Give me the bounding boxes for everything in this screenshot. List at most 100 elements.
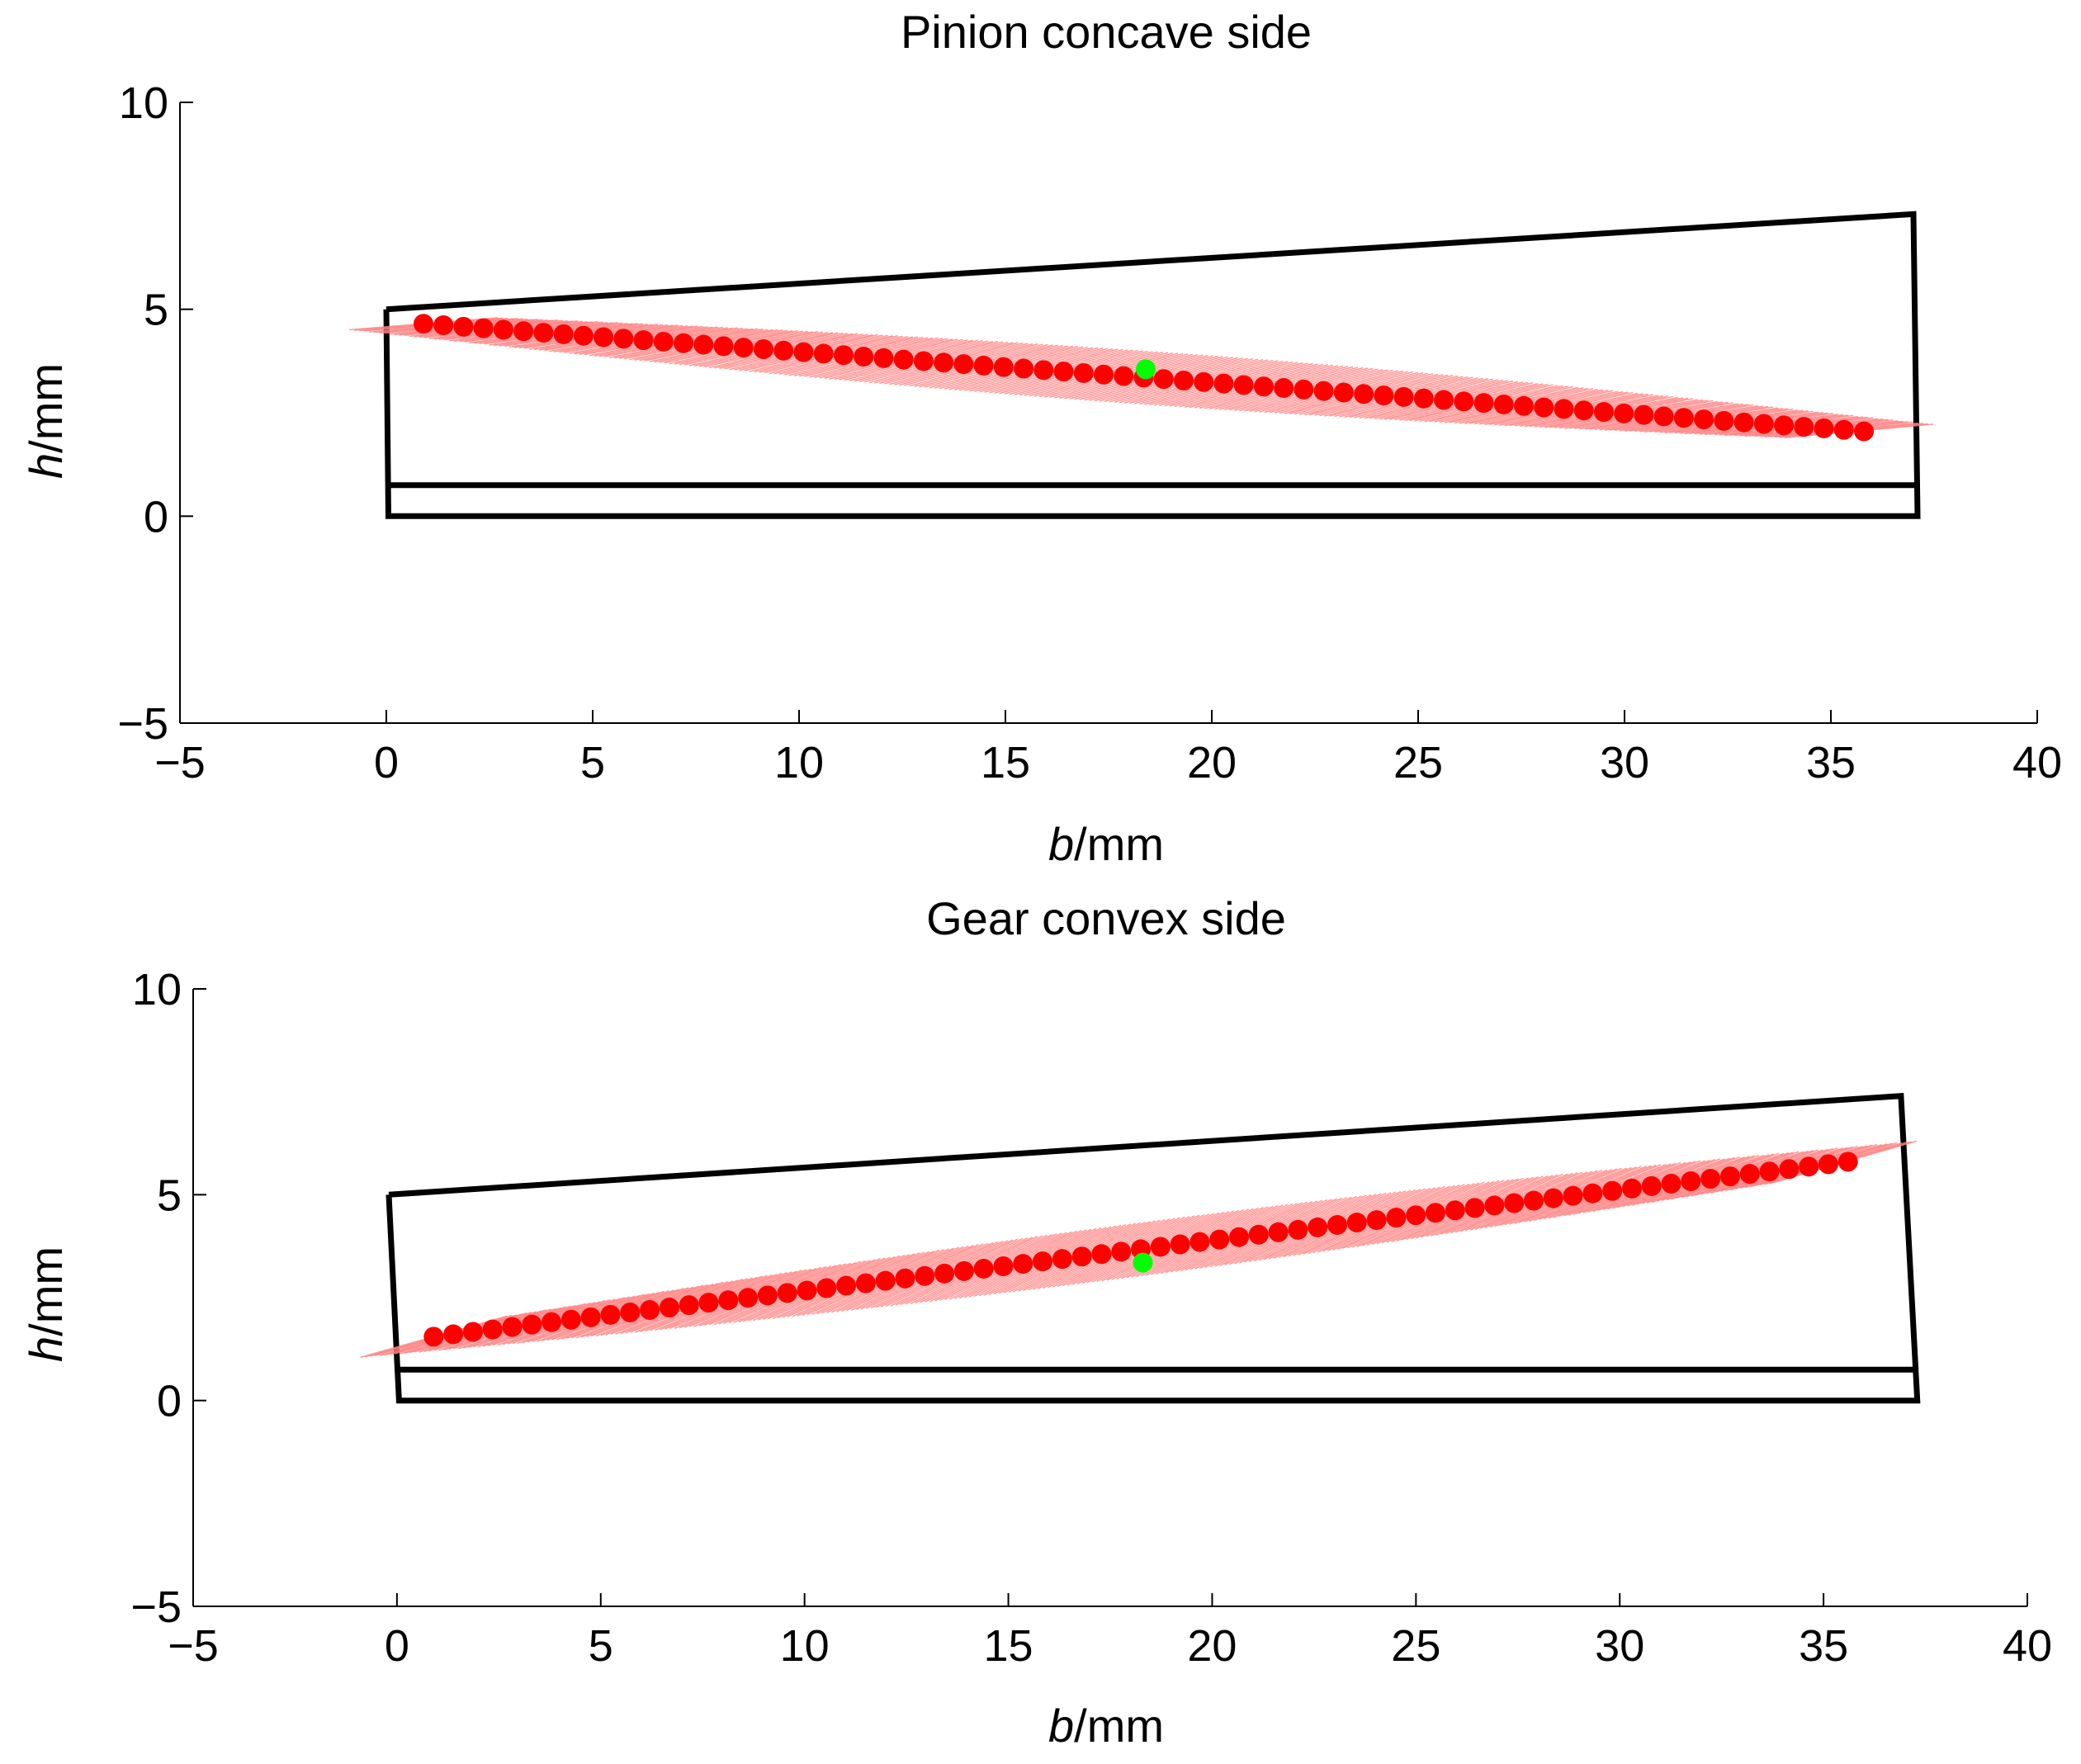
x-tick-label: 35 bbox=[1806, 738, 1856, 787]
contact-point bbox=[1033, 1251, 1053, 1272]
contact-point bbox=[816, 1278, 837, 1298]
contact-point bbox=[1073, 362, 1094, 383]
y-tick-label: −5 bbox=[117, 699, 168, 749]
contact-point bbox=[1413, 388, 1434, 409]
x-tick-label: −5 bbox=[168, 1621, 219, 1671]
contact-point bbox=[1033, 360, 1054, 381]
contact-point bbox=[913, 351, 934, 371]
contact-point bbox=[1543, 1188, 1563, 1208]
contact-point bbox=[773, 340, 794, 361]
contact-point bbox=[1327, 1214, 1348, 1235]
contact-ellipse-line bbox=[1459, 389, 1609, 424]
contact-point bbox=[973, 355, 994, 376]
contact-point bbox=[1573, 400, 1594, 421]
contact-ellipse-line bbox=[958, 348, 1109, 391]
contact-point bbox=[1739, 1164, 1760, 1185]
contact-ellipse-line bbox=[1379, 381, 1529, 420]
contact-ellipse-line bbox=[1479, 391, 1629, 425]
contact-ellipse-line bbox=[1259, 371, 1408, 413]
contact-point bbox=[1346, 1213, 1367, 1233]
contact-ellipse-line bbox=[1679, 412, 1828, 434]
contact-point bbox=[1794, 417, 1814, 437]
contact-point bbox=[1774, 415, 1795, 436]
contact-point bbox=[1229, 1227, 1250, 1247]
contact-point bbox=[1464, 1198, 1485, 1218]
contact-ellipse-line bbox=[879, 343, 1029, 385]
contact-point bbox=[1425, 1203, 1445, 1223]
contact-ellipse-line bbox=[459, 321, 608, 343]
contact-point bbox=[573, 325, 594, 346]
contact-point bbox=[993, 1256, 1014, 1277]
contact-point bbox=[1294, 379, 1314, 400]
contact-point bbox=[1333, 382, 1354, 403]
contact-point bbox=[1053, 362, 1074, 382]
contact-ellipse-line bbox=[1579, 401, 1729, 430]
y-axis-label-var: h bbox=[20, 1336, 72, 1362]
contact-point bbox=[533, 323, 554, 343]
contact-ellipse-line bbox=[559, 326, 708, 353]
y-axis-label-unit: /mm bbox=[20, 1246, 72, 1336]
y-tick-label: −5 bbox=[130, 1582, 182, 1632]
contact-point bbox=[1673, 408, 1694, 428]
contact-ellipse-line bbox=[1439, 387, 1589, 423]
contact-point bbox=[620, 1302, 641, 1322]
x-axis-label: b/mm bbox=[1048, 1700, 1164, 1752]
contact-point bbox=[1014, 358, 1034, 379]
contact-point bbox=[698, 1293, 719, 1313]
contact-point bbox=[1602, 1180, 1623, 1201]
contact-point bbox=[934, 1263, 955, 1284]
contact-point bbox=[1189, 1232, 1210, 1252]
contact-point bbox=[1366, 1210, 1387, 1231]
contact-ellipse-line bbox=[1319, 376, 1469, 417]
contact-point bbox=[1013, 1254, 1033, 1275]
contact-point bbox=[693, 334, 714, 355]
x-axis-label-var: b bbox=[1048, 1700, 1074, 1752]
contact-point bbox=[1209, 1229, 1230, 1250]
contact-ellipse-line bbox=[1239, 369, 1388, 412]
contact-point bbox=[1837, 1152, 1858, 1172]
contact-ellipse-line bbox=[679, 331, 829, 366]
x-tick-label: 30 bbox=[1600, 738, 1649, 787]
x-tick-label: 30 bbox=[1595, 1621, 1644, 1671]
contact-point bbox=[414, 314, 433, 334]
contact-ellipse-line bbox=[639, 329, 788, 362]
contact-point bbox=[1641, 1175, 1662, 1196]
x-tick-label: 0 bbox=[385, 1621, 409, 1671]
contact-ellipse-line bbox=[499, 323, 648, 347]
contact-point bbox=[1779, 1159, 1800, 1180]
contact-point bbox=[854, 347, 874, 367]
contact-ellipse-line bbox=[479, 322, 628, 344]
contact-point bbox=[542, 1312, 562, 1332]
x-tick-label: −5 bbox=[154, 738, 206, 787]
contact-point bbox=[1593, 402, 1614, 423]
contact-point bbox=[1274, 378, 1294, 399]
x-tick-label: 10 bbox=[774, 738, 824, 787]
y-axis-label: h/mm bbox=[20, 1246, 72, 1362]
contact-point bbox=[1213, 373, 1234, 394]
contact-point bbox=[1634, 404, 1654, 425]
contact-point bbox=[1114, 366, 1134, 386]
contact-ellipse-line bbox=[1099, 357, 1249, 402]
contact-ellipse-line bbox=[1519, 395, 1668, 427]
contact-ellipse-line bbox=[539, 325, 688, 351]
y-axis-label: h/mm bbox=[20, 363, 72, 479]
contact-ellipse-line bbox=[1359, 380, 1509, 419]
contact-point bbox=[1253, 376, 1274, 397]
contact-point bbox=[833, 345, 854, 366]
contact-ellipse-line bbox=[1559, 400, 1709, 429]
contact-point bbox=[522, 1314, 542, 1335]
contact-point bbox=[934, 352, 954, 373]
contact-point bbox=[613, 329, 634, 349]
contact-point bbox=[1614, 403, 1634, 423]
contact-point bbox=[653, 331, 674, 352]
contact-point bbox=[1661, 1173, 1681, 1194]
y-tick-label: 10 bbox=[119, 78, 168, 128]
contact-ellipse-line bbox=[1599, 404, 1748, 431]
contact-point bbox=[1504, 1193, 1525, 1213]
contact-point bbox=[1484, 1195, 1505, 1216]
x-tick-label: 20 bbox=[1187, 1621, 1237, 1671]
contact-point bbox=[453, 316, 474, 337]
contact-point bbox=[813, 343, 834, 364]
contact-point bbox=[1091, 1244, 1112, 1265]
y-tick-label: 5 bbox=[144, 286, 168, 335]
